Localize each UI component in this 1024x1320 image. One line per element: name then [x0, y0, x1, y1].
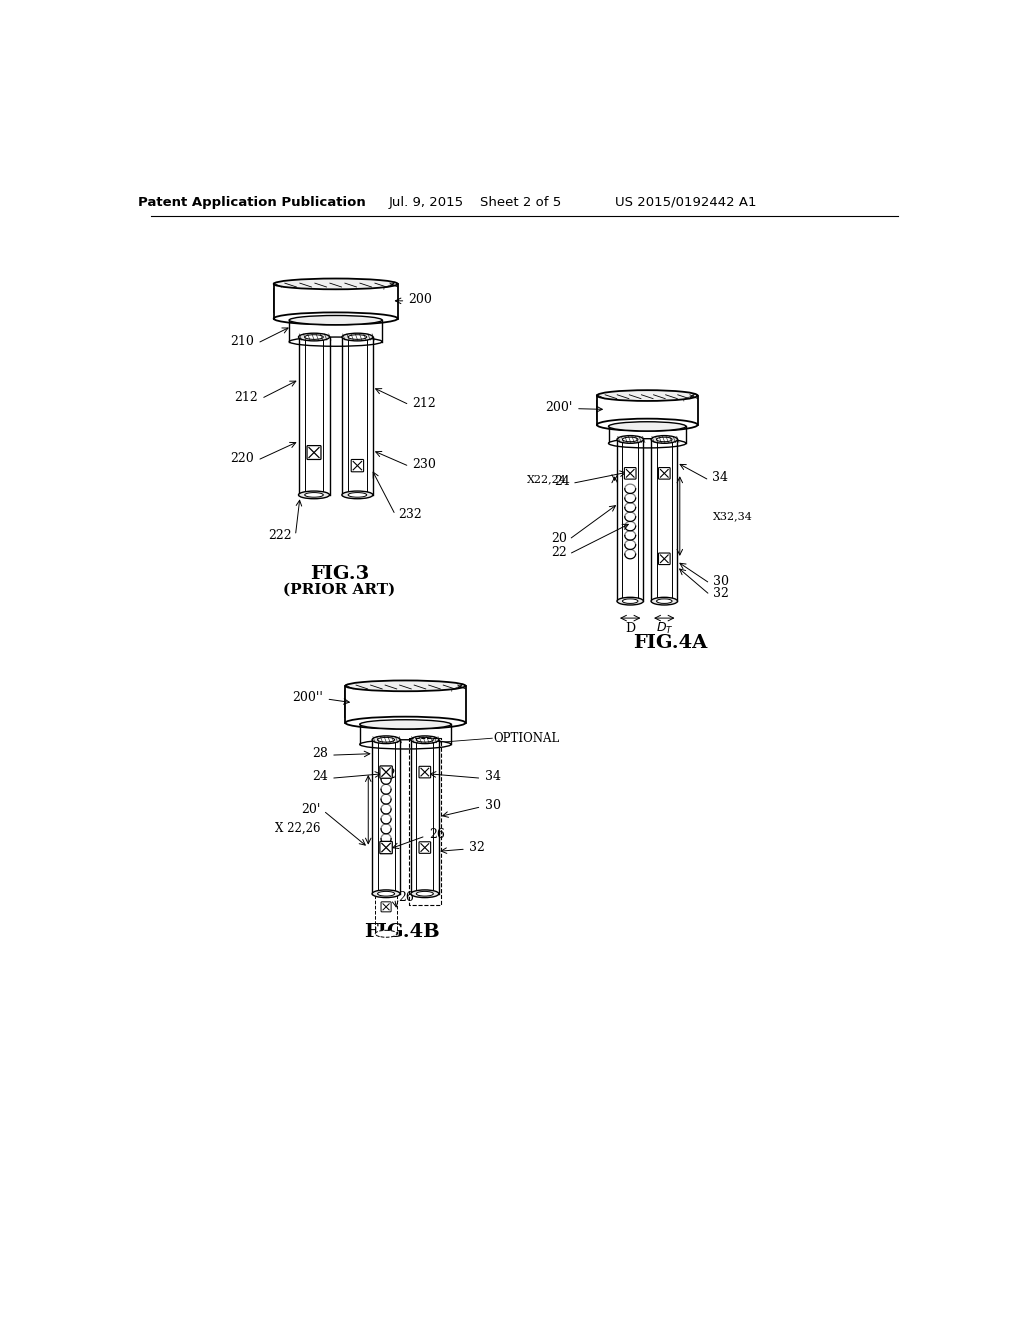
FancyBboxPatch shape — [380, 766, 392, 779]
Text: US 2015/0192442 A1: US 2015/0192442 A1 — [615, 195, 757, 209]
Text: Jul. 9, 2015: Jul. 9, 2015 — [389, 195, 464, 209]
Ellipse shape — [623, 437, 638, 442]
FancyBboxPatch shape — [658, 467, 670, 479]
Ellipse shape — [299, 333, 330, 341]
Text: FIG.4B: FIG.4B — [364, 923, 439, 941]
Bar — [299, 337, 330, 495]
Ellipse shape — [273, 279, 397, 289]
Ellipse shape — [411, 890, 438, 898]
Ellipse shape — [342, 491, 373, 499]
Text: 34: 34 — [484, 770, 501, 783]
Ellipse shape — [289, 315, 382, 325]
Ellipse shape — [417, 738, 433, 742]
Text: 24: 24 — [312, 770, 328, 783]
Text: 220: 220 — [230, 453, 254, 465]
Bar — [608, 426, 686, 444]
Ellipse shape — [289, 337, 382, 346]
Ellipse shape — [372, 890, 400, 898]
Text: 22: 22 — [551, 546, 566, 560]
Text: 212: 212 — [234, 391, 258, 404]
Text: X22,24: X22,24 — [526, 474, 566, 483]
Text: 200'': 200'' — [293, 690, 324, 704]
Ellipse shape — [417, 891, 433, 896]
Ellipse shape — [273, 313, 397, 325]
Text: 30: 30 — [484, 799, 501, 812]
Ellipse shape — [345, 717, 466, 729]
Text: X32,34: X32,34 — [713, 511, 753, 521]
Ellipse shape — [411, 737, 438, 743]
Ellipse shape — [372, 737, 400, 743]
Text: 22: 22 — [380, 768, 395, 781]
Text: 222: 222 — [268, 529, 292, 543]
Text: (PRIOR ART): (PRIOR ART) — [284, 582, 395, 597]
FancyBboxPatch shape — [381, 902, 391, 912]
Ellipse shape — [656, 599, 672, 603]
FancyBboxPatch shape — [380, 841, 392, 854]
Text: Sheet 2 of 5: Sheet 2 of 5 — [480, 195, 561, 209]
Ellipse shape — [348, 335, 367, 339]
Ellipse shape — [305, 492, 324, 498]
Ellipse shape — [342, 333, 373, 341]
FancyBboxPatch shape — [625, 467, 636, 479]
Text: 26': 26' — [397, 891, 417, 904]
Text: 232: 232 — [398, 508, 422, 521]
Ellipse shape — [348, 492, 367, 498]
Bar — [597, 396, 697, 425]
Bar — [342, 337, 373, 495]
Ellipse shape — [378, 891, 394, 896]
FancyBboxPatch shape — [419, 767, 431, 777]
Text: 200: 200 — [409, 293, 432, 306]
Text: 200': 200' — [546, 400, 572, 413]
Ellipse shape — [623, 599, 638, 603]
Ellipse shape — [299, 491, 330, 499]
Text: 34: 34 — [713, 471, 728, 484]
Bar — [289, 321, 382, 342]
Text: 210: 210 — [230, 335, 254, 348]
Text: Patent Application Publication: Patent Application Publication — [138, 195, 366, 209]
Ellipse shape — [617, 436, 643, 444]
Bar — [617, 440, 643, 601]
Bar — [411, 739, 438, 894]
Ellipse shape — [378, 738, 394, 742]
Text: FIG.4A: FIG.4A — [634, 635, 708, 652]
FancyBboxPatch shape — [307, 446, 321, 459]
Text: 32: 32 — [469, 841, 485, 854]
Ellipse shape — [656, 437, 672, 442]
Text: $D_T$: $D_T$ — [655, 620, 673, 636]
Text: 30: 30 — [713, 576, 729, 589]
Bar — [651, 440, 678, 601]
Text: 212: 212 — [413, 397, 436, 409]
Ellipse shape — [359, 739, 452, 748]
Text: OPTIONAL: OPTIONAL — [494, 731, 560, 744]
Ellipse shape — [651, 597, 678, 605]
Text: 24: 24 — [554, 475, 569, 488]
Ellipse shape — [597, 391, 697, 401]
Ellipse shape — [375, 931, 397, 937]
Text: X 22,26: X 22,26 — [274, 822, 321, 834]
Text: 32: 32 — [713, 587, 729, 601]
Text: 28: 28 — [312, 747, 328, 760]
Ellipse shape — [651, 436, 678, 444]
Ellipse shape — [608, 438, 686, 447]
Text: 26: 26 — [429, 828, 444, 841]
Text: D: D — [625, 622, 635, 635]
FancyBboxPatch shape — [351, 459, 364, 471]
Ellipse shape — [305, 335, 324, 339]
Text: 20': 20' — [301, 803, 321, 816]
Text: 230: 230 — [413, 458, 436, 471]
FancyBboxPatch shape — [419, 842, 431, 853]
Bar — [273, 284, 397, 318]
Text: FIG.3: FIG.3 — [310, 565, 370, 583]
FancyBboxPatch shape — [658, 553, 670, 565]
Bar — [372, 739, 400, 894]
Bar — [359, 725, 452, 744]
Text: 20: 20 — [551, 532, 566, 545]
Ellipse shape — [345, 681, 466, 692]
Bar — [345, 686, 466, 723]
Ellipse shape — [359, 719, 452, 729]
Ellipse shape — [617, 597, 643, 605]
Ellipse shape — [597, 418, 697, 430]
Ellipse shape — [608, 422, 686, 432]
